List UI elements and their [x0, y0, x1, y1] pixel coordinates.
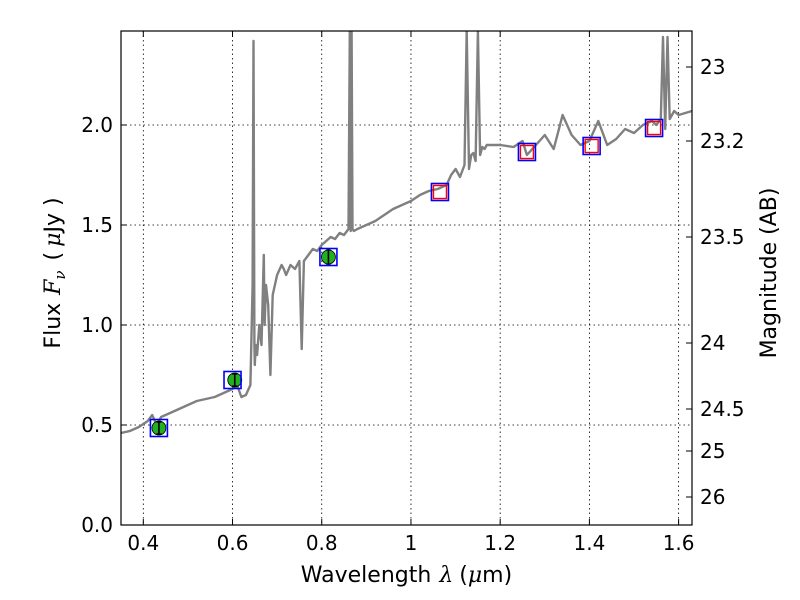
x-tick-label: 0.8: [306, 531, 338, 555]
x-tick-label: 1.2: [484, 531, 516, 555]
y2-axis-label: Magnitude (AB): [757, 188, 782, 359]
y-axis-label-unit-open: (: [41, 252, 66, 261]
y-tick-label: 2.0: [81, 113, 113, 137]
upper-limit-square: [646, 120, 662, 136]
upper-limit-square: [519, 144, 535, 160]
x-axis-label-math: λ: [438, 563, 453, 588]
y-axis-label-unit-math: μ: [41, 233, 66, 247]
model-square: [430, 182, 450, 202]
y2-tick-label: 25: [700, 439, 725, 463]
y-axis-label-math-sub: ν: [51, 270, 69, 279]
plot-frame: [120, 30, 693, 526]
y2-tick-label: 23.5: [700, 225, 745, 249]
x-tick-label: 0.4: [127, 531, 159, 555]
y2-tick-label: 23: [700, 55, 725, 79]
model-square: [223, 370, 242, 390]
y-tick-label: 1.5: [81, 213, 113, 237]
model-square: [319, 247, 338, 267]
x-axis-label-unit-open: (: [459, 563, 468, 588]
x-axis-label-unit-tail: m): [482, 563, 512, 588]
y-tick-label: 0.0: [81, 513, 113, 537]
model-square: [517, 142, 537, 162]
model-square: [149, 418, 169, 438]
y2-tick-label: 23.2: [700, 129, 745, 153]
y2-tick-label: 24.5: [700, 397, 745, 421]
ticks-layer: 0.4 0.6 0.8 1 1.2 1.4 1.6 0.0 0.5 1.0 1.5 2.0 23 23.2…: [81, 31, 745, 555]
y-axis-label-text: Flux: [41, 303, 66, 349]
grid: [121, 31, 692, 526]
upper-limit-square: [432, 184, 448, 200]
x-axis-label: Wavelength λ (μm): [301, 563, 512, 588]
x-tick-label: 1.6: [663, 531, 695, 555]
y2-tick-label: 26: [700, 485, 725, 509]
y-axis-label-unit-tail: Jy ): [41, 197, 66, 234]
y-axis-label: Flux Fν ( μJy ): [41, 197, 69, 348]
model-square: [644, 118, 664, 138]
upper-limit-square: [584, 138, 599, 154]
spectrum-line: [121, 31, 692, 435]
y-tick-label: 0.5: [81, 413, 113, 437]
x-tick-label: 1: [405, 531, 418, 555]
x-tick-label: 0.6: [217, 531, 249, 555]
x-tick-label: 1.4: [573, 531, 605, 555]
x-axis-label-text: Wavelength: [301, 563, 432, 588]
y-tick-label: 1.0: [81, 313, 113, 337]
y-axis-label-math: F: [41, 279, 66, 296]
points-layer: [149, 118, 664, 438]
y2-tick-label: 24: [700, 331, 725, 355]
spectrum-layer: [121, 31, 692, 435]
model-square: [582, 136, 601, 156]
x-axis-label-unit-math: μ: [468, 563, 482, 588]
